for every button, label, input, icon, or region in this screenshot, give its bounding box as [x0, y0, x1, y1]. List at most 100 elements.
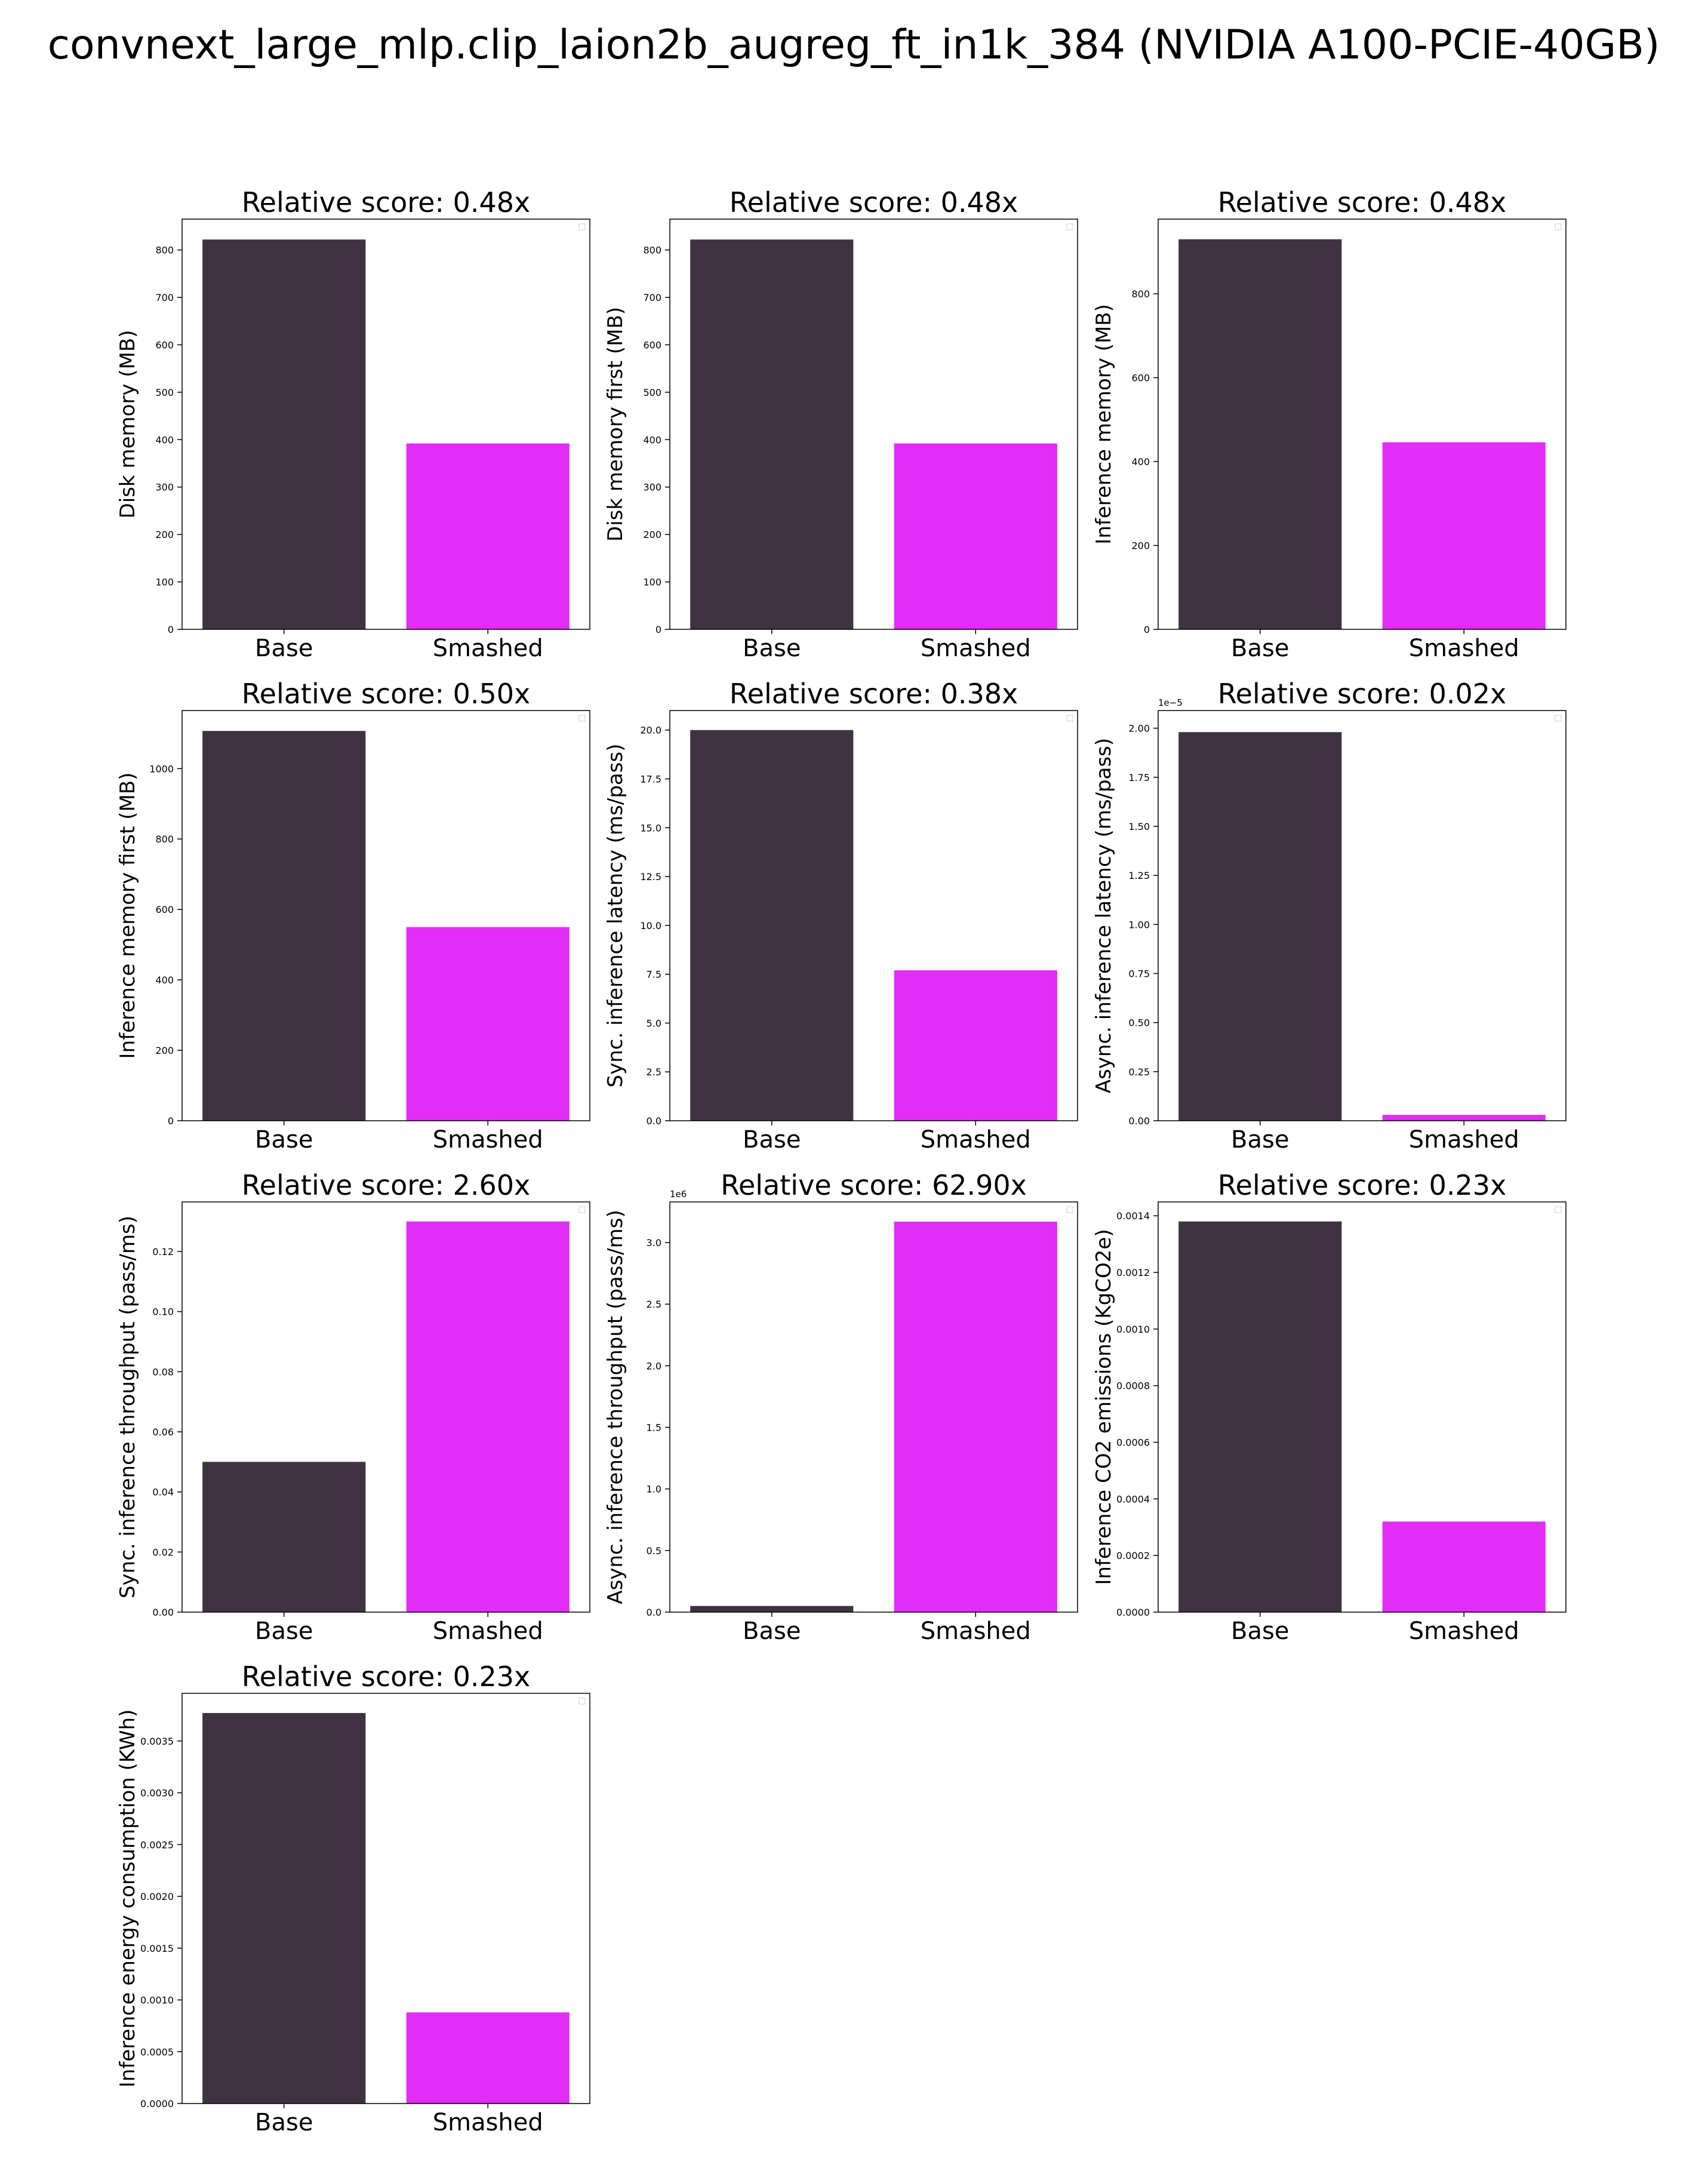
y-tick-label: 0.00	[152, 1607, 174, 1618]
y-tick-label: 0.0030	[140, 1788, 174, 1799]
y-tick-label: 2.00	[1128, 723, 1150, 734]
bar-smashed	[1382, 1115, 1546, 1121]
legend-box	[578, 1698, 586, 1705]
y-tick-label: 1.50	[1128, 821, 1150, 832]
y-tick-label: 400	[155, 434, 174, 445]
y-axis-label: Inference CO2 emissions (KgCO2e)	[1092, 1229, 1116, 1585]
y-tick-label: 0.0005	[140, 2046, 174, 2058]
y-tick-label: 0.0035	[140, 1736, 174, 1747]
bar-base	[202, 731, 366, 1121]
y-axis-label: Inference memory first (MB)	[116, 773, 140, 1059]
chart-title: Relative score: 0.48x	[242, 186, 531, 219]
y-tick-label: 0.0015	[140, 1943, 174, 1954]
y-tick-label: 500	[155, 387, 174, 398]
x-tick-label: Smashed	[433, 635, 543, 662]
y-tick-label: 10.0	[640, 920, 661, 931]
plot-frame	[669, 710, 1078, 1121]
bar-smashed	[406, 2012, 570, 2104]
y-tick-label: 0.0	[647, 1115, 661, 1127]
x-tick-label: Smashed	[921, 1126, 1031, 1154]
plot-frame	[181, 1201, 590, 1613]
bar-smashed	[894, 443, 1057, 629]
y-axis-exponent: 1e−5	[1158, 697, 1183, 708]
y-tick-label: 0	[168, 1115, 174, 1127]
y-axis-label: Async. inference throughput (pass/ms)	[604, 1210, 627, 1604]
bar-base	[1178, 239, 1342, 630]
y-axis-label: Inference energy consumption (KWh)	[116, 1709, 140, 2088]
y-tick-label: 15.0	[640, 822, 661, 834]
y-tick-label: 0.02	[152, 1546, 174, 1558]
bar-base	[202, 1462, 366, 1612]
chart-panel-8: Relative score: 62.90x Base Smashed 0.0 0.5 1…	[604, 1169, 1078, 1645]
y-tick-label: 0.0010	[1116, 1324, 1150, 1335]
plot-frame	[181, 219, 590, 630]
y-tick-label: 0.00	[1128, 1115, 1150, 1127]
x-tick-label: Smashed	[1409, 635, 1519, 662]
y-tick-label: 0.0002	[1116, 1550, 1150, 1561]
y-tick-label: 0.12	[152, 1246, 174, 1257]
y-tick-label: 1.75	[1128, 772, 1150, 783]
y-tick-label: 700	[643, 292, 661, 303]
x-tick-label: Smashed	[1409, 1617, 1519, 1645]
plot-frame	[181, 1693, 590, 2104]
bar-base	[690, 730, 854, 1121]
figure-title: convnext_large_mlp.clip_laion2b_augreg_f…	[48, 21, 1660, 69]
y-tick-label: 0.0006	[1116, 1437, 1150, 1449]
x-tick-label: Base	[1231, 1617, 1289, 1645]
x-tick-label: Smashed	[921, 635, 1031, 662]
legend-box	[1555, 1206, 1562, 1213]
y-tick-label: 1.5	[647, 1422, 661, 1434]
y-tick-label: 0.0014	[1116, 1210, 1150, 1222]
y-axis-label: Inference memory (MB)	[1092, 304, 1116, 545]
y-tick-label: 0.0004	[1116, 1493, 1150, 1505]
plot-frame	[1158, 710, 1567, 1121]
y-axis-label: Async. inference latency (ms/pass)	[1092, 738, 1116, 1093]
bar-base	[1178, 732, 1342, 1121]
chart-panel-6: Relative score: 0.02x Base Smashed 0.00 0.25…	[1092, 678, 1567, 1154]
x-tick-label: Base	[1231, 635, 1289, 662]
plot-frame	[669, 219, 1078, 630]
chart-panels: Relative score: 0.48x Base Smashed 0 100 200 3…	[116, 186, 1567, 2136]
y-tick-label: 0	[1144, 624, 1150, 635]
x-tick-label: Base	[743, 1617, 801, 1645]
y-tick-label: 2.5	[647, 1066, 661, 1078]
x-tick-label: Smashed	[921, 1617, 1031, 1645]
x-tick-label: Base	[255, 635, 313, 662]
y-tick-label: 0.0	[647, 1607, 661, 1618]
y-tick-label: 1000	[149, 763, 174, 774]
y-tick-label: 0.10	[152, 1306, 174, 1318]
y-tick-label: 700	[155, 292, 174, 303]
x-tick-label: Base	[743, 635, 801, 662]
legend-box	[1066, 715, 1073, 722]
y-tick-label: 800	[643, 245, 661, 256]
y-tick-label: 0.25	[1128, 1066, 1150, 1078]
y-tick-label: 0.0008	[1116, 1380, 1150, 1392]
y-tick-label: 0.0020	[140, 1891, 174, 1902]
y-tick-label: 400	[155, 974, 174, 986]
bar-smashed	[894, 970, 1057, 1121]
legend-box	[1555, 223, 1562, 230]
bar-smashed	[1382, 1521, 1546, 1612]
y-tick-label: 1.0	[647, 1484, 661, 1495]
chart-panel-1: Relative score: 0.48x Base Smashed 0 100 200 3…	[116, 186, 590, 662]
y-tick-label: 0.5	[647, 1545, 661, 1557]
chart-title: Relative score: 62.90x	[721, 1169, 1027, 1201]
bar-base	[202, 1712, 366, 2104]
y-tick-label: 600	[643, 339, 661, 350]
y-tick-label: 800	[1131, 288, 1150, 300]
y-tick-label: 0	[168, 624, 174, 635]
x-tick-label: Smashed	[433, 2109, 543, 2136]
y-tick-label: 0	[655, 624, 661, 635]
y-tick-label: 1.25	[1128, 870, 1150, 881]
plot-frame	[1158, 1201, 1567, 1613]
x-tick-label: Smashed	[433, 1126, 543, 1154]
x-tick-label: Base	[255, 1617, 313, 1645]
y-axis-label: Disk memory (MB)	[116, 330, 140, 519]
y-tick-label: 0.0025	[140, 1839, 174, 1850]
x-tick-label: Smashed	[433, 1617, 543, 1645]
bar-smashed	[406, 927, 570, 1121]
y-tick-label: 800	[155, 834, 174, 845]
chart-title: Relative score: 0.48x	[730, 186, 1018, 219]
y-tick-label: 500	[643, 387, 661, 398]
bar-base	[690, 239, 854, 629]
